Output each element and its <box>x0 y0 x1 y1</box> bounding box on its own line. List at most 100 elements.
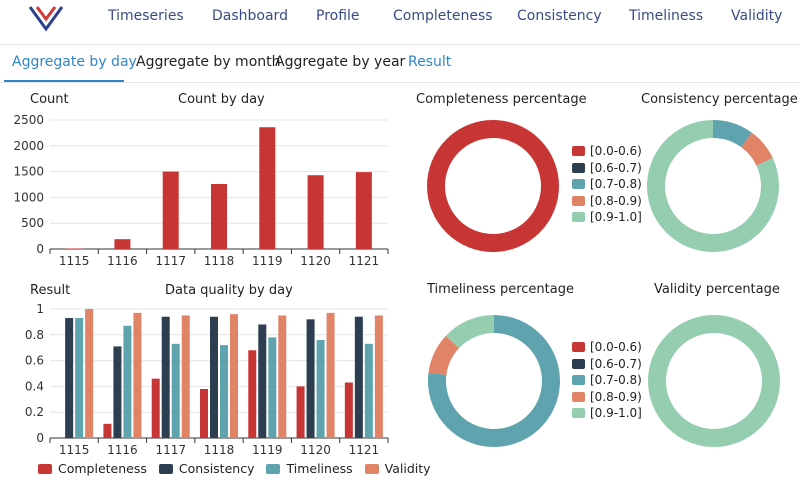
legend-label: [0.6-0.7) <box>590 160 642 175</box>
quality-legend: Completeness Consistency Timeliness Vali… <box>38 461 431 476</box>
count-by-day-chart: 0 500 1000 1500 2000 2500 1115 1116 1117 1118 1119… <box>13 113 389 268</box>
nav-consistency[interactable]: Consistency <box>517 8 602 24</box>
legend-bucket-1[interactable]: [0.6-0.7) <box>572 356 642 373</box>
legend-swatch <box>572 391 585 402</box>
quality-ytick-label: 0.4 <box>25 379 44 393</box>
tab-aggregate-by-day[interactable]: Aggregate by day <box>12 54 137 70</box>
count-ytick-label: 1500 <box>13 165 44 179</box>
timeliness-slice <box>428 335 460 375</box>
legend-completeness[interactable]: Completeness <box>38 461 147 476</box>
validity-donut <box>648 315 780 447</box>
count-xtick-label: 1115 <box>59 254 90 268</box>
tab-result[interactable]: Result <box>408 54 452 70</box>
completeness-pie-title: Completeness percentage <box>416 92 587 107</box>
validity-bar <box>374 315 383 438</box>
timeliness-pie-title: Timeliness percentage <box>427 282 574 297</box>
legend-swatch <box>364 463 379 474</box>
count-ytick-label: 1000 <box>13 190 44 204</box>
completeness-bar <box>296 386 305 438</box>
legend-bucket-2[interactable]: [0.7-0.8) <box>572 372 642 389</box>
subtab-bar: Aggregate by day Aggregate by month Aggr… <box>0 48 800 83</box>
completeness-bar <box>344 382 353 438</box>
legend-swatch <box>158 463 173 474</box>
timeliness-bar <box>75 318 84 438</box>
nav-completeness[interactable]: Completeness <box>393 8 493 24</box>
nav-profile[interactable]: Profile <box>316 8 360 24</box>
legend-label: Consistency <box>178 461 255 476</box>
validity-bar <box>85 309 94 438</box>
timeliness-bar <box>316 339 325 438</box>
completeness-donut <box>427 120 559 252</box>
legend-validity[interactable]: Validity <box>364 461 431 476</box>
legend-swatch <box>572 195 585 206</box>
legend-label: [0.8-0.9) <box>590 389 642 404</box>
active-tab-indicator <box>4 80 124 82</box>
count-bar <box>259 127 276 249</box>
nav-timeseries[interactable]: Timeseries <box>108 8 184 24</box>
quality-xtick-label: 1116 <box>107 443 138 457</box>
completeness-slice <box>427 120 559 252</box>
consistency-bar <box>65 318 74 438</box>
legend-bucket-4[interactable]: [0.9-1.0] <box>572 209 642 226</box>
timeliness-donut <box>428 315 560 447</box>
legend-bucket-0[interactable]: [0.0-0.6) <box>572 339 642 356</box>
legend-bucket-1[interactable]: [0.6-0.7) <box>572 160 642 177</box>
validity-slice <box>648 315 780 447</box>
completeness-pie-legend: [0.0-0.6) [0.6-0.7) [0.7-0.8) [0.8-0.9) … <box>572 143 642 226</box>
nav-timeliness[interactable]: Timeliness <box>629 8 704 24</box>
count-bar <box>211 183 227 249</box>
count-ytick-label: 2500 <box>13 113 44 127</box>
result-axis-label: Result <box>30 283 71 298</box>
legend-label: [0.8-0.9) <box>590 193 642 208</box>
timeliness-pie-legend: [0.0-0.6) [0.6-0.7) [0.7-0.8) [0.8-0.9) … <box>572 339 642 422</box>
count-xtick-label: 1116 <box>107 254 138 268</box>
consistency-slice <box>713 120 752 148</box>
legend-swatch <box>572 162 585 173</box>
quality-ytick-label: 0.8 <box>25 328 44 342</box>
timeliness-bar <box>123 325 132 438</box>
consistency-slice <box>741 132 773 166</box>
tab-aggregate-by-year[interactable]: Aggregate by year <box>275 54 406 70</box>
consistency-donut <box>647 120 779 253</box>
quality-xtick-label: 1120 <box>300 443 331 457</box>
legend-bucket-0[interactable]: [0.0-0.6) <box>572 143 642 160</box>
nav-dashboard[interactable]: Dashboard <box>212 8 288 24</box>
completeness-bar <box>248 350 257 438</box>
logo-icon[interactable] <box>28 4 64 32</box>
count-xtick-label: 1119 <box>252 254 283 268</box>
legend-swatch <box>572 342 585 353</box>
legend-swatch <box>572 212 585 223</box>
top-navbar: Timeseries Dashboard Profile Completenes… <box>0 0 800 45</box>
validity-bar <box>230 314 238 438</box>
consistency-bar <box>258 324 267 438</box>
completeness-bar <box>103 423 112 438</box>
count-bar <box>307 175 324 249</box>
data-quality-by-day-chart: 0 0.2 0.4 0.6 0.8 1 1115 1116 1117 1118 1119 1120 11… <box>25 302 389 457</box>
legend-swatch <box>572 375 585 386</box>
legend-bucket-2[interactable]: [0.7-0.8) <box>572 176 642 193</box>
consistency-bar <box>354 316 363 438</box>
legend-label: [0.9-1.0] <box>590 210 642 225</box>
tab-aggregate-by-month[interactable]: Aggregate by month <box>136 54 281 70</box>
count-bar <box>114 239 131 249</box>
count-xtick-label: 1121 <box>349 254 380 268</box>
count-xtick-label: 1120 <box>300 254 331 268</box>
quality-xtick-label: 1121 <box>349 443 380 457</box>
count-bar <box>162 171 179 249</box>
quality-ytick-label: 1 <box>36 302 44 316</box>
legend-consistency[interactable]: Consistency <box>158 461 255 476</box>
quality-xtick-label: 1118 <box>204 443 235 457</box>
legend-label: [0.0-0.6) <box>590 340 642 355</box>
legend-bucket-3[interactable]: [0.8-0.9) <box>572 193 642 210</box>
quality-xtick-label: 1117 <box>155 443 186 457</box>
legend-bucket-4[interactable]: [0.9-1.0] <box>572 405 642 422</box>
count-xtick-label: 1118 <box>204 254 235 268</box>
legend-label: [0.7-0.8) <box>590 373 642 388</box>
legend-bucket-3[interactable]: [0.8-0.9) <box>572 389 642 406</box>
legend-timeliness[interactable]: Timeliness <box>266 461 353 476</box>
nav-validity[interactable]: Validity <box>731 8 783 24</box>
count-ytick-label: 2000 <box>13 139 44 153</box>
quality-chart-title: Data quality by day <box>165 283 293 298</box>
quality-ytick-label: 0.2 <box>25 405 44 419</box>
count-ytick-label: 500 <box>21 216 44 230</box>
